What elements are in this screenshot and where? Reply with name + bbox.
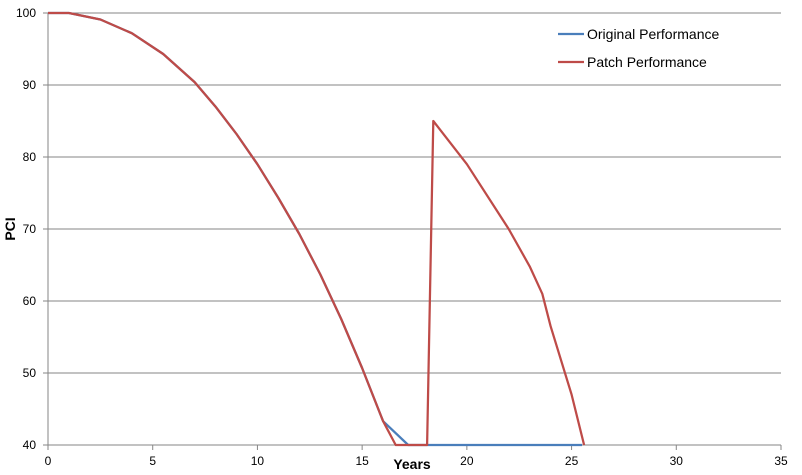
legend-label-1: Patch Performance (587, 54, 707, 70)
legend-label-0: Original Performance (587, 26, 719, 42)
y-tick-label-70: 70 (23, 222, 37, 236)
x-tick-label-35: 35 (774, 454, 788, 468)
x-tick-label-0: 0 (45, 454, 52, 468)
y-tick-label-80: 80 (23, 150, 37, 164)
grid-lines (48, 12, 781, 446)
series-lines (48, 11, 586, 447)
x-tick-label-20: 20 (460, 454, 474, 468)
x-tick-label-15: 15 (355, 454, 369, 468)
legend: Original Performance Patch Performance (558, 26, 719, 70)
series-line-patch-performance (48, 11, 586, 447)
y-axis-title: PCI (2, 217, 18, 240)
x-tick-label-10: 10 (251, 454, 265, 468)
x-axis-title: Years (393, 456, 431, 472)
x-tick-label-5: 5 (149, 454, 156, 468)
x-tick-label-25: 25 (565, 454, 579, 468)
y-tick-label-90: 90 (23, 78, 37, 92)
y-tick-labels: 40 50 60 70 80 90 100 (16, 6, 48, 452)
x-tick-labels: 0 5 10 15 20 25 30 35 (45, 445, 788, 468)
y-tick-label-60: 60 (23, 294, 37, 308)
y-tick-label-50: 50 (23, 366, 37, 380)
y-tick-label-40: 40 (23, 438, 37, 452)
y-tick-label-100: 100 (16, 6, 36, 20)
x-tick-label-30: 30 (670, 454, 684, 468)
